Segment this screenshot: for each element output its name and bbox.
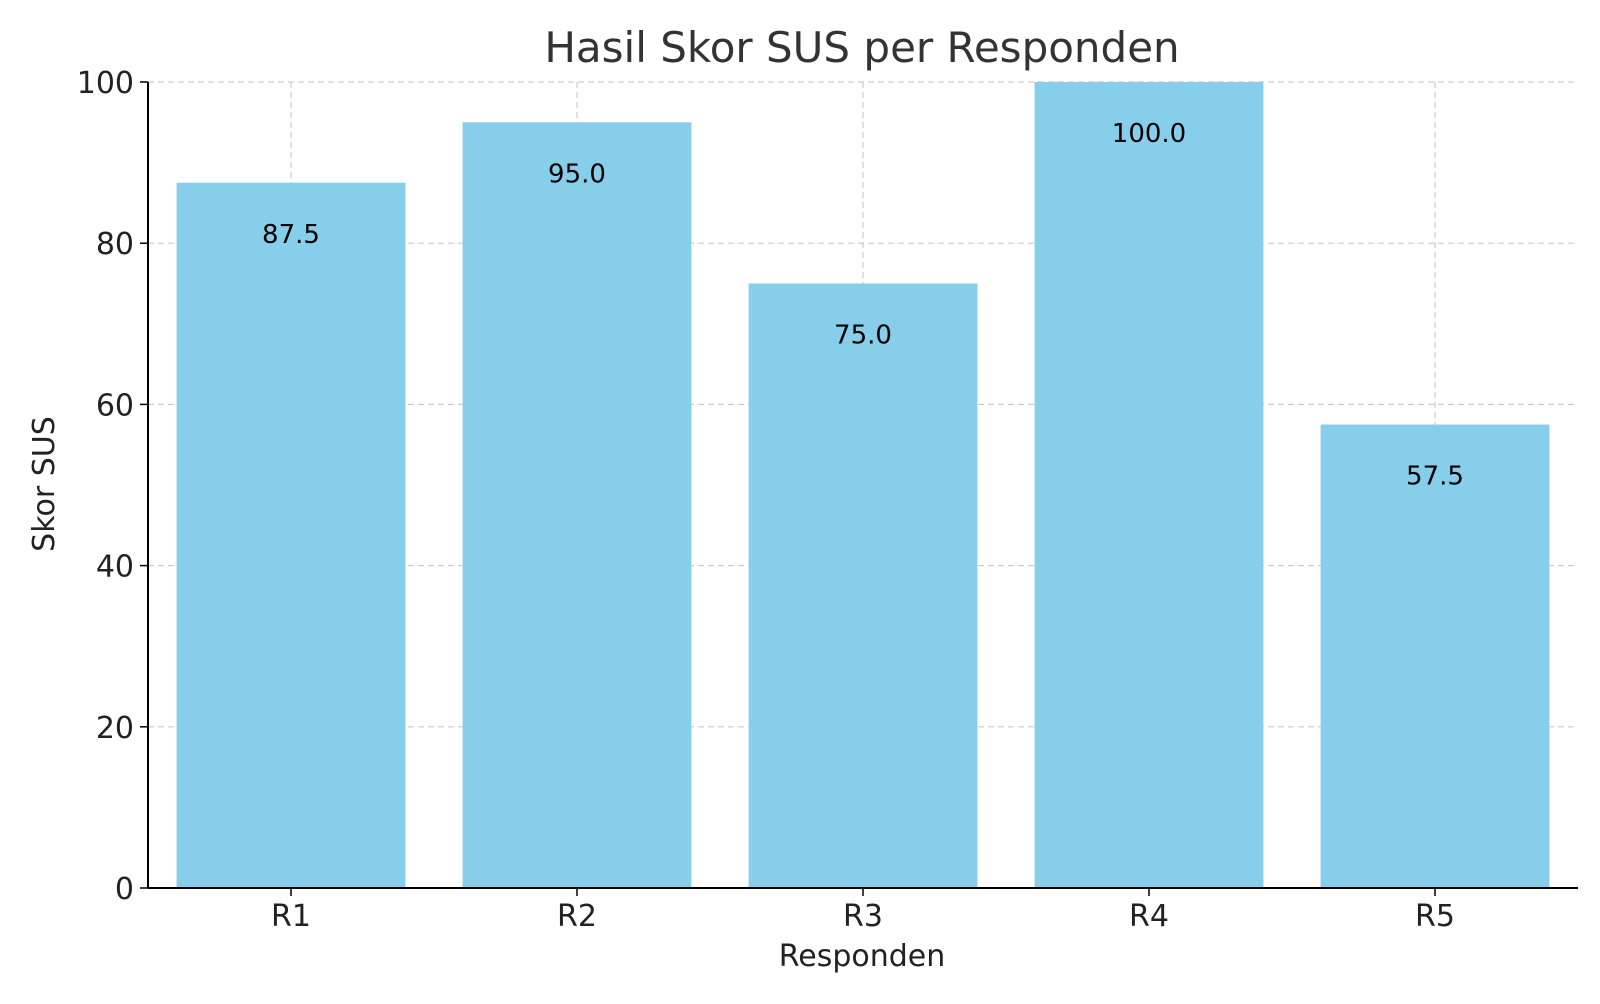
- bar-r2: [462, 122, 692, 889]
- axes: [140, 81, 1578, 896]
- bar-r4: [1034, 82, 1264, 888]
- bar-r5: [1320, 424, 1550, 888]
- bar-value-label: 95.0: [548, 159, 606, 189]
- bar-value-label: 87.5: [262, 220, 320, 250]
- chart-title: Hasil Skor SUS per Responden: [544, 23, 1179, 72]
- x-tick-label: R5: [1415, 899, 1455, 934]
- bar-value-labels: 87.5 95.0 75.0 100.0 57.5: [262, 119, 1464, 492]
- x-tick-label: R4: [1129, 899, 1169, 934]
- bars: [176, 82, 1550, 889]
- y-tick-label: 60: [96, 388, 134, 423]
- bar-value-label: 100.0: [1112, 119, 1186, 149]
- bar-value-label: 75.0: [834, 321, 892, 351]
- y-tick-label: 0: [115, 872, 134, 907]
- y-tick-label: 20: [96, 711, 134, 746]
- x-tick-label: R1: [271, 899, 311, 934]
- y-tick-labels: 0 20 40 60 80 100: [77, 66, 134, 907]
- bar-r3: [748, 283, 978, 888]
- x-tick-label: R2: [557, 899, 597, 934]
- x-tick-labels: R1 R2 R3 R4 R5: [271, 899, 1455, 934]
- bar-r1: [176, 182, 406, 888]
- y-tick-label: 100: [77, 66, 134, 101]
- y-tick-label: 40: [96, 550, 134, 585]
- x-tick-label: R3: [843, 899, 883, 934]
- bar-value-label: 57.5: [1406, 462, 1464, 492]
- x-axis-label: Responden: [779, 939, 946, 974]
- y-tick-label: 80: [96, 227, 134, 262]
- y-axis-label: Skor SUS: [27, 416, 62, 552]
